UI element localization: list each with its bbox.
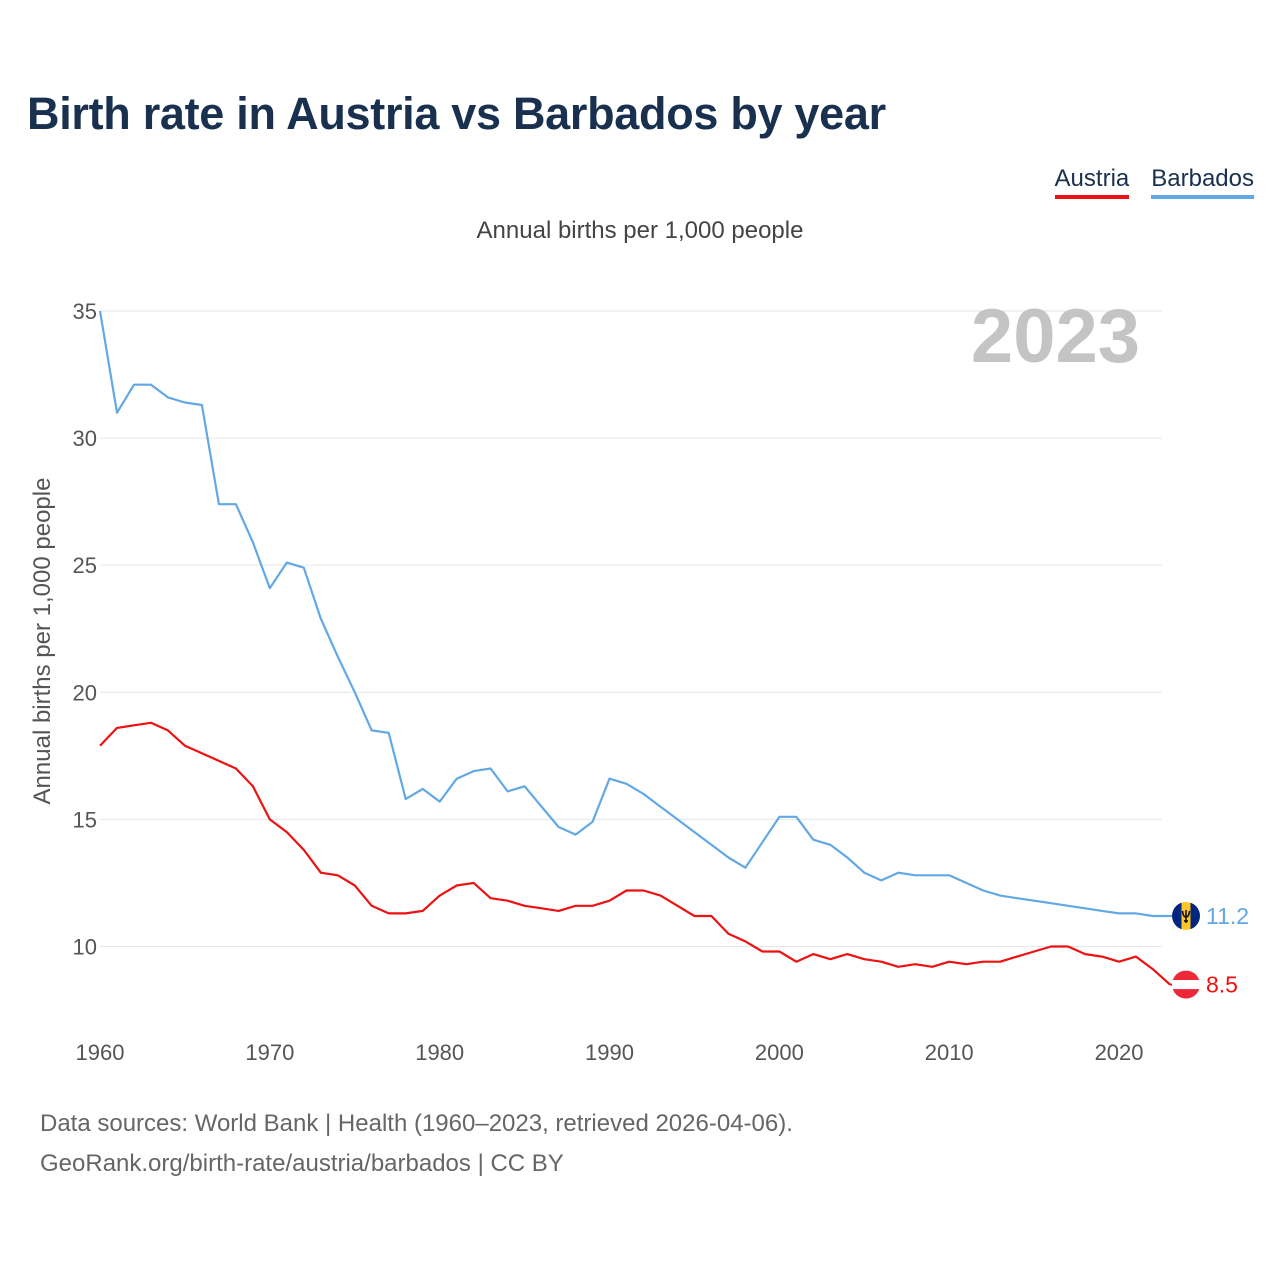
x-tick-label: 1970 xyxy=(245,1040,294,1065)
y-tick-label: 20 xyxy=(73,680,97,705)
series-line-austria xyxy=(99,721,1171,986)
chart-subtitle: Annual births per 1,000 people xyxy=(476,217,804,244)
x-tick-label: 2000 xyxy=(755,1040,804,1065)
x-tick-label: 1990 xyxy=(585,1040,634,1065)
legend-item-austria[interactable]: Austria xyxy=(1054,165,1130,199)
y-tick-label: 10 xyxy=(73,934,97,959)
series-line-barbados xyxy=(98,310,1170,918)
data-source-note: Data sources: World Bank | Health (1960–… xyxy=(40,1110,793,1137)
x-tick-label: 1960 xyxy=(76,1040,125,1065)
y-tick-label: 35 xyxy=(73,299,97,324)
y-axis-title: Annual births per 1,000 people xyxy=(29,478,56,805)
y-tick-label: 25 xyxy=(73,553,97,578)
austria-flag-icon xyxy=(1172,970,1200,999)
y-tick-label: 15 xyxy=(73,807,97,832)
legend: Austria Barbados xyxy=(1054,165,1254,199)
footer: Data sources: World Bank | Health (1960–… xyxy=(40,1104,793,1184)
legend-item-barbados[interactable]: Barbados xyxy=(1151,165,1254,199)
end-value-label-austria: 8.5 xyxy=(1206,972,1238,998)
y-tick-label: 30 xyxy=(73,426,97,451)
x-tick-label: 1980 xyxy=(415,1040,464,1065)
x-tick-label: 2020 xyxy=(1095,1040,1144,1065)
chart-title: Birth rate in Austria vs Barbados by yea… xyxy=(27,88,886,139)
source-link[interactable]: GeoRank.org/birth-rate/austria/barbados … xyxy=(40,1150,564,1177)
barbados-flag-icon xyxy=(1172,901,1200,930)
year-watermark: 2023 xyxy=(971,294,1140,379)
end-value-label-barbados: 11.2 xyxy=(1206,903,1249,929)
x-tick-label: 2010 xyxy=(925,1040,974,1065)
